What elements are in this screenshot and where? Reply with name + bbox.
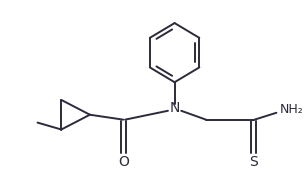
Text: S: S [249,155,258,169]
Text: NH₂: NH₂ [280,103,304,116]
Text: N: N [169,101,180,115]
Text: O: O [118,155,129,169]
